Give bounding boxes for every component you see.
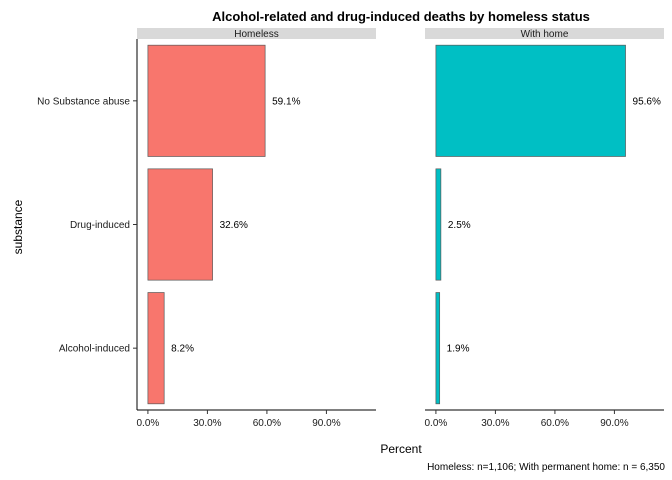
bar-homeless-2 (147, 292, 165, 405)
x-tick-label-homeless-3: 90.0% (312, 418, 340, 429)
data-label-homeless-0: 59.1% (272, 96, 300, 107)
data-label-homeless-1: 32.6% (220, 220, 248, 231)
bar-with-home-2 (435, 292, 441, 405)
x-tick-label-homeless-1: 30.0% (193, 418, 221, 429)
bar-with-home-1 (435, 168, 442, 281)
y-tick-label-2: Alcohol-induced (59, 344, 130, 355)
x-tick-label-with-home-1: 30.0% (481, 418, 509, 429)
data-label-with-home-1: 2.5% (448, 220, 471, 231)
facet-strip-homeless (137, 28, 376, 39)
data-label-with-home-0: 95.6% (633, 96, 661, 107)
y-axis-title: substance (11, 199, 25, 254)
x-axis-title: Percent (380, 442, 422, 456)
chart-title: Alcohol-related and drug-induced deaths … (212, 9, 590, 24)
x-tick-label-homeless-2: 60.0% (253, 418, 281, 429)
chart-caption: Homeless: n=1,106; With permanent home: … (427, 462, 665, 473)
x-tick-label-with-home-0: 0.0% (425, 418, 448, 429)
bar-homeless-0 (147, 44, 266, 157)
facet-strip-with-home (425, 28, 664, 39)
bar-with-home-0 (435, 44, 626, 157)
data-label-with-home-2: 1.9% (447, 344, 470, 355)
facet-strip-label-with-home: With home (521, 29, 569, 40)
y-tick-label-1: Drug-induced (70, 220, 130, 231)
bar-homeless-1 (147, 168, 213, 281)
x-tick-label-with-home-2: 60.0% (541, 418, 569, 429)
facet-strip-label-homeless: Homeless (234, 29, 278, 40)
x-tick-label-with-home-3: 90.0% (600, 418, 628, 429)
data-label-homeless-2: 8.2% (171, 344, 194, 355)
x-tick-label-homeless-0: 0.0% (137, 418, 160, 429)
y-tick-label-0: No Substance abuse (37, 96, 130, 107)
